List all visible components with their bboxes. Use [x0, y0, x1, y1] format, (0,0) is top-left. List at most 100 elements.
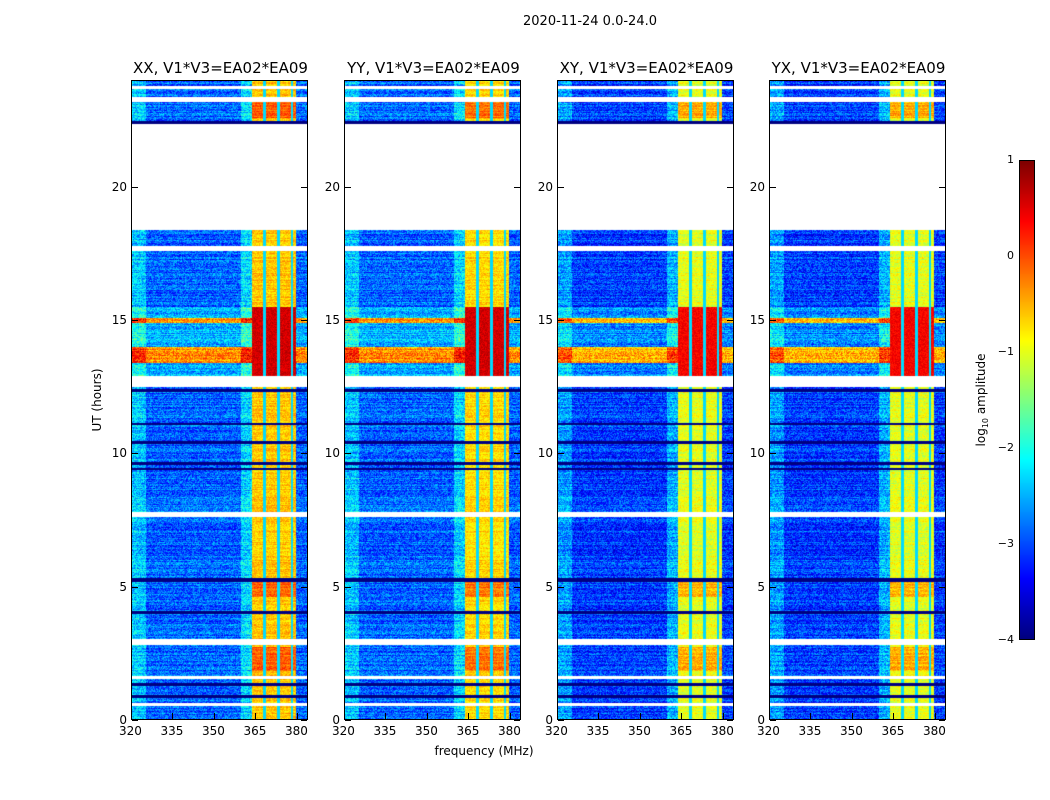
x-tick — [557, 713, 558, 719]
x-tick — [598, 713, 600, 719]
heatmap-image — [558, 81, 733, 719]
panel-title: YY, V1*V3=EA02*EA09 — [347, 59, 520, 77]
x-tick — [639, 713, 641, 719]
x-tick-label: 335 — [373, 724, 397, 738]
y-tick-label: 5 — [757, 579, 765, 594]
x-tick-label: 365 — [456, 724, 480, 738]
x-tick — [385, 713, 387, 719]
heatmap-panel: YY, V1*V3=EA02*EA09 — [344, 59, 521, 720]
panel-title: XX, V1*V3=EA02*EA09 — [133, 59, 308, 77]
colorbar-tick-label: −3 — [997, 537, 1014, 550]
y-tick — [770, 453, 776, 455]
x-tick-label: 380 — [284, 724, 308, 738]
x-tick-label: 335 — [160, 724, 184, 738]
y-tick-label: 0 — [332, 713, 340, 727]
y-tick — [345, 186, 351, 188]
y-tick — [770, 320, 776, 321]
y-tick-label: 20 — [537, 179, 553, 194]
y-tick — [727, 186, 733, 188]
y-tick — [132, 186, 138, 188]
y-tick — [727, 453, 733, 455]
y-tick — [514, 186, 520, 188]
y-tick-label: 0 — [119, 713, 127, 727]
y-tick — [301, 453, 307, 455]
y-tick — [301, 186, 307, 188]
x-tick — [296, 713, 298, 719]
y-tick — [558, 320, 564, 321]
y-tick — [514, 586, 520, 588]
y-tick — [939, 453, 945, 455]
y-tick — [301, 586, 307, 588]
colorbar-tick-label: 0 — [1007, 249, 1014, 262]
y-tick — [939, 720, 945, 721]
x-tick-label: 365 — [669, 724, 693, 738]
x-tick-label: 380 — [497, 724, 521, 738]
y-tick — [132, 720, 138, 721]
y-tick-label: 5 — [332, 579, 340, 594]
x-tick — [426, 713, 428, 719]
x-tick-label: 320 — [545, 724, 568, 738]
x-tick — [810, 713, 812, 719]
x-tick — [468, 713, 470, 719]
y-tick — [558, 586, 564, 588]
x-tick-label: 380 — [710, 724, 734, 738]
y-tick-label: 20 — [324, 179, 340, 194]
y-tick — [345, 720, 351, 721]
figure-title: 2020-11-24 0.0-24.0 — [523, 14, 657, 29]
y-tick — [558, 186, 564, 188]
y-tick — [727, 320, 733, 321]
y-tick — [939, 186, 945, 188]
x-tick — [172, 713, 174, 719]
y-tick-label: 5 — [119, 579, 127, 594]
heatmap-panel: YX, V1*V3=EA02*EA09 — [769, 59, 946, 720]
x-tick — [255, 713, 257, 719]
y-tick — [939, 320, 945, 321]
x-tick-label: 365 — [881, 724, 905, 738]
y-tick — [345, 320, 351, 321]
y-axis-label: UT (hours) — [90, 368, 104, 432]
y-tick — [558, 453, 564, 455]
x-tick — [681, 713, 683, 719]
x-tick — [893, 713, 895, 719]
y-tick — [558, 720, 564, 721]
y-tick — [727, 586, 733, 588]
y-tick — [514, 720, 520, 721]
x-tick-label: 320 — [757, 724, 780, 738]
y-tick-label: 10 — [537, 446, 553, 461]
heatmap-image — [132, 81, 307, 719]
x-tick — [344, 713, 345, 719]
y-tick — [345, 453, 351, 455]
y-tick — [939, 586, 945, 588]
x-tick — [851, 713, 853, 719]
y-tick — [770, 586, 776, 588]
x-tick-label: 335 — [798, 724, 822, 738]
colorbar-label: log10 amplitude — [973, 353, 991, 447]
y-tick-label: 10 — [324, 446, 340, 461]
y-tick — [301, 720, 307, 721]
y-tick — [132, 586, 138, 588]
x-tick — [934, 713, 936, 719]
y-tick — [345, 586, 351, 588]
colorbar-tick-label: −4 — [997, 633, 1014, 646]
y-tick — [514, 453, 520, 455]
y-tick-label: 20 — [749, 179, 765, 194]
heatmap-panel: XX, V1*V3=EA02*EA09 — [131, 59, 308, 720]
y-tick-label: 5 — [545, 579, 553, 594]
heatmap-image — [345, 81, 520, 719]
y-tick — [132, 320, 138, 321]
y-tick — [514, 320, 520, 321]
y-tick — [727, 720, 733, 721]
x-tick-label: 350 — [201, 724, 225, 738]
y-tick — [132, 453, 138, 455]
colorbar — [1019, 160, 1035, 640]
x-tick-label: 350 — [627, 724, 651, 738]
x-tick-label: 380 — [922, 724, 946, 738]
x-tick — [131, 713, 132, 719]
panel-title: XY, V1*V3=EA02*EA09 — [559, 59, 734, 77]
y-tick — [770, 720, 776, 721]
y-tick-label: 15 — [537, 313, 553, 327]
x-tick-label: 350 — [839, 724, 863, 738]
y-tick-label: 15 — [324, 313, 340, 327]
y-tick-label: 10 — [111, 446, 127, 461]
